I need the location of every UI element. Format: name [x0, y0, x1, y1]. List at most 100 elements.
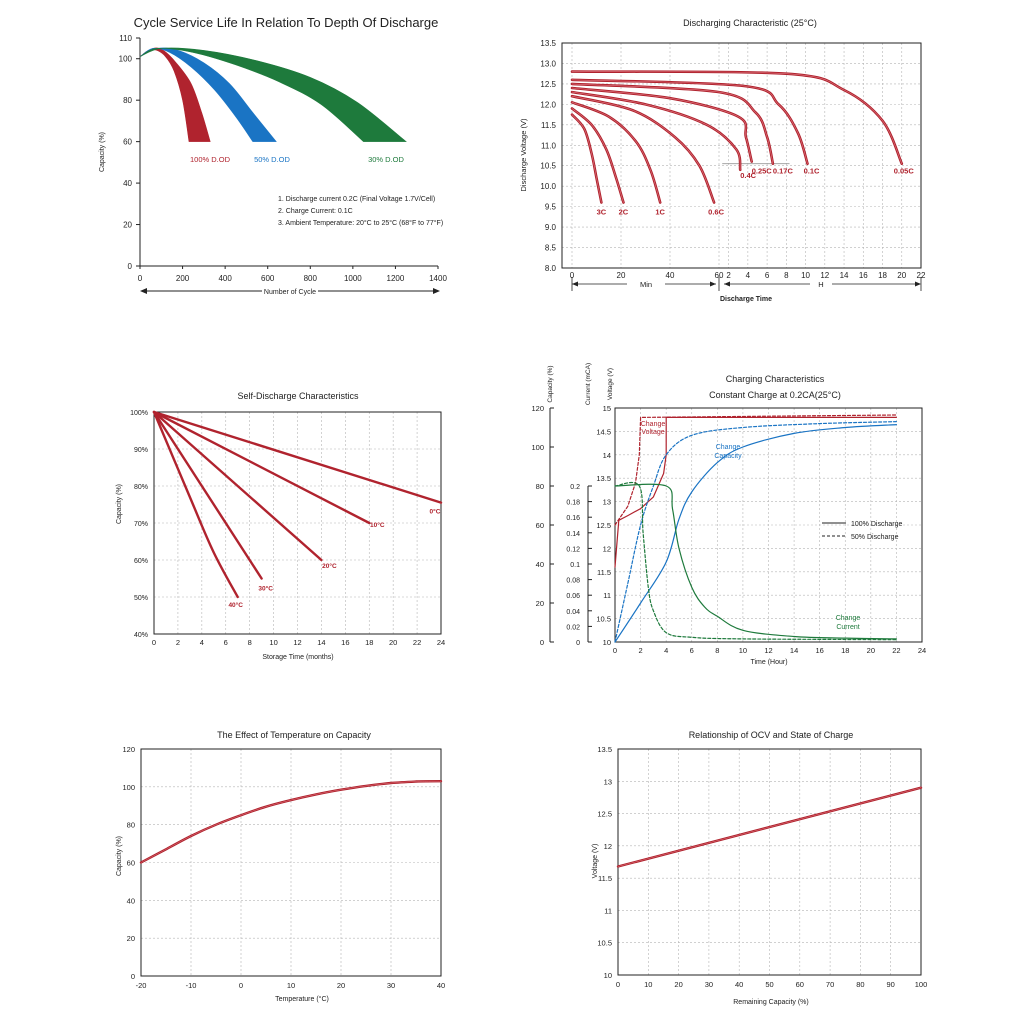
ocv-x-tick-label: 90 [887, 980, 895, 989]
ocv-x-tick-label: 40 [735, 980, 743, 989]
selfdischarge-x-tick-label: 12 [293, 638, 301, 647]
cycle-y-tick-label: 80 [123, 96, 132, 105]
cycle-band-50dod [139, 47, 277, 142]
ocv-x-tick-label: 70 [826, 980, 834, 989]
selfdischarge-x-tick-label: 20 [389, 638, 397, 647]
discharge-x-tick-label: 6 [765, 271, 770, 280]
selfdischarge-y-tick-label: 60% [134, 558, 148, 565]
ocv-y-axis-label: Voltage (V) [592, 844, 599, 879]
charging-x-tick-label: 12 [764, 646, 772, 655]
charging-x-tick-label: 18 [841, 646, 849, 655]
discharge-x-tick-label: 20 [617, 271, 626, 280]
temperature-y-tick-label: 60 [127, 859, 135, 868]
charging-chart-title: Charging Characteristics [726, 374, 825, 384]
temperature-x-tick-label: 30 [387, 981, 395, 990]
selfdischarge-x-tick-label: 24 [437, 638, 445, 647]
discharge-curve-highlight-0p17c [571, 83, 774, 164]
temperature-x-tick-label: 10 [287, 981, 295, 990]
cycle-x-arrow-right [433, 288, 440, 294]
discharge-y-axis-label: Discharge Voltage (V) [519, 118, 528, 191]
selfdischarge-y-tick-label: 70% [134, 521, 148, 528]
discharge-x-tick-label: 4 [746, 271, 751, 280]
charging-voltage-tick-label: 15 [603, 404, 611, 413]
discharge-y-tick-label: 12.5 [540, 80, 556, 89]
charging-current-tick-label: 0 [576, 640, 580, 647]
selfdischarge-series-label: 30°C [258, 585, 273, 593]
charging-voltage-tick-label: 13.5 [596, 474, 611, 483]
cycle-x-tick-label: 1200 [387, 274, 405, 283]
charging-annotation-current-1: Change [836, 615, 861, 622]
discharge-curve-0p6c [570, 94, 716, 204]
charging-voltage-tick-label: 12.5 [596, 521, 611, 530]
cycle-y-axis-label: Capacity (%) [99, 132, 106, 172]
selfdischarge-series-label: 40°C [228, 601, 243, 609]
charging-annotation-voltage-1: Change [641, 421, 666, 428]
charging-x-tick-label: 6 [690, 646, 694, 655]
cycle-y-tick-label: 110 [119, 34, 132, 43]
selfdischarge-series-label: 20°C [322, 562, 337, 570]
discharge-x-tick-label: 18 [878, 271, 887, 280]
charging-current-tick-label: 0.16 [566, 515, 580, 522]
discharge-curve-highlight-3c [571, 114, 602, 203]
discharge-x-axis-label: Discharge Time [720, 296, 772, 303]
discharge-series-label: 2C [619, 208, 629, 217]
cycle-x-label-bg [262, 285, 318, 297]
selfdischarge-series-label: 10°C [370, 521, 385, 529]
selfdischarge-y-tick-label: 40% [134, 632, 148, 639]
charging-x-tick-label: 14 [790, 646, 798, 655]
selfdischarge-x-tick-label: 8 [248, 638, 252, 647]
cycle-x-tick-label: 400 [218, 274, 232, 283]
discharge-hour-label: H [818, 280, 823, 289]
charging-x-tick-label: 8 [715, 646, 719, 655]
charging-capacity-tick-label: 20 [536, 599, 544, 608]
ocv-y-tick-label: 10 [604, 971, 612, 980]
discharge-curve-highlight-0p1c [571, 79, 808, 164]
charging-voltage-tick-label: 14.5 [596, 427, 611, 436]
discharge-x-tick-label: 0 [570, 271, 575, 280]
ocv-x-tick-label: 0 [616, 980, 620, 989]
cycle-series-label: 30% D.OD [368, 155, 404, 164]
charging-capacity-tick-label: 80 [536, 482, 544, 491]
selfdischarge-x-tick-label: 14 [317, 638, 325, 647]
charging-voltage-tick-label: 11 [603, 591, 611, 600]
charging-voltage-tick-label: 11.5 [597, 568, 611, 577]
charging-annotation-current-2: Current [836, 624, 859, 631]
charging-x-tick-label: 20 [867, 646, 875, 655]
discharge-y-tick-label: 9.5 [545, 203, 557, 212]
cycle-note-1: 1. Discharge current 0.2C (Final Voltage… [278, 196, 436, 203]
ocv-x-tick-label: 30 [705, 980, 713, 989]
ocv-x-tick-label: 100 [915, 980, 928, 989]
cycle-y-tick-label: 20 [123, 221, 132, 230]
selfdischarge-chart-title: Self-Discharge Characteristics [237, 391, 359, 401]
discharge-chart-title: Discharging Characteristic (25°C) [683, 18, 817, 28]
selfdischarge-x-tick-label: 10 [269, 638, 277, 647]
charging-voltage-tick-label: 13 [603, 498, 611, 507]
charging-current-tick-label: 0.02 [566, 624, 580, 631]
discharge-x-tick-label: 12 [820, 271, 829, 280]
discharge-x-tick-label: 8 [784, 271, 789, 280]
discharge-y-tick-label: 10.0 [540, 182, 556, 191]
charging-capacity-axis-title: Capacity (%) [547, 365, 554, 402]
charging-voltage-solid [614, 416, 897, 568]
charging-capacity-tick-label: 0 [540, 638, 544, 647]
ocv-y-tick-label: 13 [604, 777, 612, 786]
charging-capacity-tick-label: 60 [536, 521, 544, 530]
temperature-y-tick-label: 120 [122, 745, 135, 754]
selfdischarge-x-tick-label: 22 [413, 638, 421, 647]
charging-capacity-solid [614, 424, 897, 643]
ocv-x-tick-label: 20 [674, 980, 682, 989]
temperature-y-tick-label: 20 [127, 934, 135, 943]
selfdischarge-x-tick-label: 6 [224, 638, 228, 647]
cycle-x-arrow-left [140, 288, 147, 294]
temperature-curve-highlight [140, 780, 442, 863]
temperature-y-tick-label: 80 [127, 821, 135, 830]
temperature-x-axis-label: Temperature (°C) [275, 995, 329, 1003]
discharge-y-tick-label: 10.5 [540, 162, 556, 171]
charging-current-tick-label: 0.08 [566, 578, 580, 585]
discharge-x-tick-label: 22 [917, 271, 926, 280]
ocv-y-tick-label: 12.5 [597, 810, 612, 819]
charging-current-tick-label: 0.18 [566, 500, 580, 507]
charging-voltage-tick-label: 10.5 [596, 615, 611, 624]
cycle-x-tick-label: 1000 [344, 274, 362, 283]
charging-current-axis-title: Current (mCA) [585, 363, 592, 405]
